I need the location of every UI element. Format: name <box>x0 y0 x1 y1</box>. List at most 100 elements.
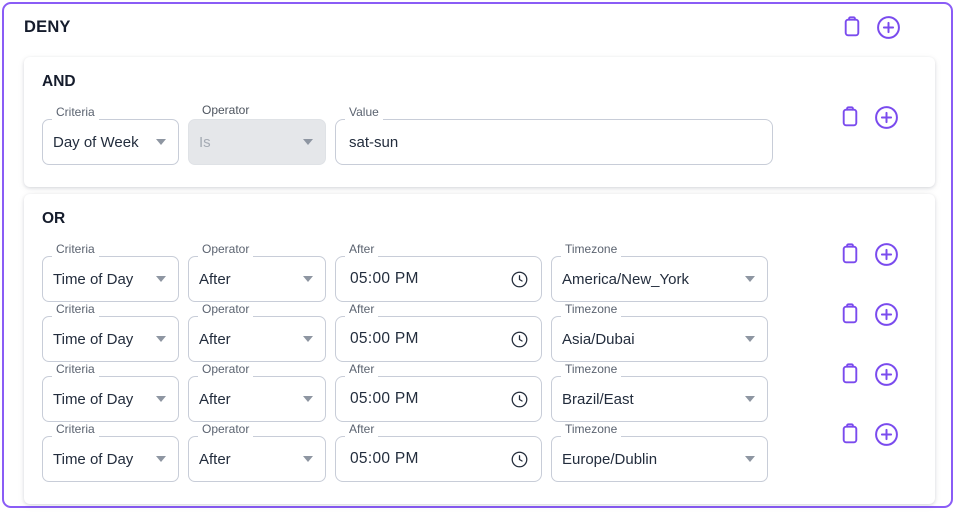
time-label: After <box>345 423 379 438</box>
clock-icon <box>511 331 527 347</box>
criteria-label: Criteria <box>52 363 99 378</box>
operator-select[interactable]: Operator After <box>188 243 326 302</box>
chevron-down-icon <box>156 139 166 145</box>
operator-label: Operator <box>198 423 254 438</box>
operator-value: After <box>199 390 231 408</box>
criteria-select[interactable]: Criteria Day of Week <box>42 106 179 165</box>
time-picker-button[interactable] <box>509 269 529 289</box>
deny-rule-panel: DENY AND Criteria Day of Week Operator I… <box>2 2 953 508</box>
and-group-card: AND Criteria Day of Week Operator Is Val… <box>24 57 935 187</box>
clock-icon <box>511 391 527 407</box>
chevron-down-icon <box>156 396 166 402</box>
value-field: Value <box>335 106 773 165</box>
chevron-down-icon <box>156 336 166 342</box>
operator-value: After <box>199 450 231 468</box>
timezone-value: America/New_York <box>562 270 689 288</box>
chevron-down-icon <box>156 276 166 282</box>
timezone-value: Europe/Dublin <box>562 450 658 468</box>
criteria-label: Criteria <box>52 423 99 438</box>
criteria-select[interactable]: Criteria Time of Day <box>42 243 179 302</box>
time-input[interactable]: After 05:00 PM <box>335 243 542 302</box>
panel-title: DENY <box>24 17 71 36</box>
chevron-down-icon <box>303 139 313 145</box>
group-label-or: OR <box>42 210 66 227</box>
criteria-value: Time of Day <box>53 450 134 468</box>
time-picker-button[interactable] <box>509 329 529 349</box>
delete-condition-button[interactable] <box>837 301 863 327</box>
add-condition-button[interactable] <box>873 241 899 267</box>
trash-icon <box>842 243 858 264</box>
time-label: After <box>345 243 379 258</box>
criteria-label: Criteria <box>52 303 99 318</box>
delete-condition-button[interactable] <box>837 421 863 447</box>
chevron-down-icon <box>745 276 755 282</box>
condition-row: Criteria Time of Day Operator After Afte… <box>42 303 917 362</box>
timezone-select[interactable]: Timezone Brazil/East <box>551 363 768 422</box>
operator-select[interactable]: Operator After <box>188 423 326 482</box>
plus-circle-icon <box>876 15 900 39</box>
delete-condition-button[interactable] <box>837 361 863 387</box>
add-group-button[interactable] <box>875 14 901 40</box>
value-label: Value <box>345 106 383 121</box>
add-condition-button[interactable] <box>873 104 899 130</box>
operator-value: After <box>199 330 231 348</box>
time-value: 05:00 PM <box>350 330 419 347</box>
operator-value: After <box>199 270 231 288</box>
time-label: After <box>345 303 379 318</box>
add-condition-button[interactable] <box>873 421 899 447</box>
value-input[interactable] <box>346 133 760 151</box>
operator-value: Is <box>199 133 211 151</box>
time-label: After <box>345 363 379 378</box>
time-input[interactable]: After 05:00 PM <box>335 303 542 362</box>
condition-row: Criteria Time of Day Operator After Afte… <box>42 243 917 302</box>
time-value: 05:00 PM <box>350 450 419 467</box>
timezone-label: Timezone <box>561 423 622 438</box>
timezone-value: Brazil/East <box>562 390 634 408</box>
operator-label: Operator <box>198 363 254 378</box>
operator-select[interactable]: Operator After <box>188 363 326 422</box>
plus-circle-icon <box>874 362 898 386</box>
plus-circle-icon <box>874 302 898 326</box>
operator-label: Operator <box>198 243 254 258</box>
operator-label: Operator <box>198 303 254 318</box>
time-value: 05:00 PM <box>350 270 419 287</box>
operator-label: Operator <box>202 103 250 117</box>
criteria-value: Time of Day <box>53 330 134 348</box>
chevron-down-icon <box>745 396 755 402</box>
criteria-label: Criteria <box>52 243 99 258</box>
trash-icon <box>842 303 858 324</box>
operator-select: Operator Is <box>188 104 326 165</box>
add-condition-button[interactable] <box>873 301 899 327</box>
timezone-label: Timezone <box>561 243 622 258</box>
operator-select[interactable]: Operator After <box>188 303 326 362</box>
plus-circle-icon <box>874 242 898 266</box>
criteria-value: Day of Week <box>53 133 139 151</box>
chevron-down-icon <box>303 456 313 462</box>
timezone-select[interactable]: Timezone Asia/Dubai <box>551 303 768 362</box>
add-condition-button[interactable] <box>873 361 899 387</box>
clock-icon <box>511 271 527 287</box>
chevron-down-icon <box>745 456 755 462</box>
time-picker-button[interactable] <box>509 389 529 409</box>
condition-row: Criteria Time of Day Operator After Afte… <box>42 423 917 482</box>
timezone-label: Timezone <box>561 303 622 318</box>
criteria-select[interactable]: Criteria Time of Day <box>42 423 179 482</box>
timezone-select[interactable]: Timezone Europe/Dublin <box>551 423 768 482</box>
or-group-card: OR Criteria Time of Day Operator After A… <box>24 194 935 504</box>
chevron-down-icon <box>303 276 313 282</box>
time-input[interactable]: After 05:00 PM <box>335 363 542 422</box>
trash-icon <box>842 106 858 127</box>
delete-condition-button[interactable] <box>837 104 863 130</box>
criteria-select[interactable]: Criteria Time of Day <box>42 303 179 362</box>
trash-icon <box>844 16 860 37</box>
delete-condition-button[interactable] <box>837 241 863 267</box>
time-value: 05:00 PM <box>350 390 419 407</box>
condition-row: Criteria Time of Day Operator After Afte… <box>42 363 917 422</box>
timezone-select[interactable]: Timezone America/New_York <box>551 243 768 302</box>
delete-rule-button[interactable] <box>839 14 865 40</box>
criteria-select[interactable]: Criteria Time of Day <box>42 363 179 422</box>
time-input[interactable]: After 05:00 PM <box>335 423 542 482</box>
group-label-and: AND <box>42 73 76 90</box>
time-picker-button[interactable] <box>509 449 529 469</box>
clock-icon <box>511 451 527 467</box>
